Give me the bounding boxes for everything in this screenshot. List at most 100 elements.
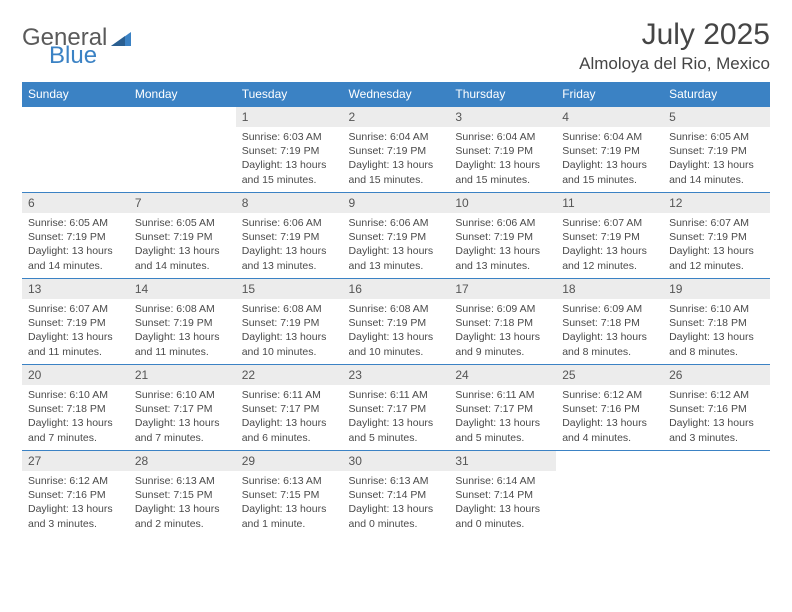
day-line: and 13 minutes.	[455, 259, 550, 273]
day-line: and 5 minutes.	[349, 431, 444, 445]
day-body: Sunrise: 6:08 AMSunset: 7:19 PMDaylight:…	[343, 299, 450, 363]
day-line: Sunrise: 6:10 AM	[135, 388, 230, 402]
day-line: Sunrise: 6:12 AM	[562, 388, 657, 402]
calendar-cell: 23Sunrise: 6:11 AMSunset: 7:17 PMDayligh…	[343, 365, 450, 451]
day-line: Daylight: 13 hours	[455, 330, 550, 344]
calendar-cell: 13Sunrise: 6:07 AMSunset: 7:19 PMDayligh…	[22, 279, 129, 365]
day-line: Sunrise: 6:11 AM	[349, 388, 444, 402]
calendar-cell: 25Sunrise: 6:12 AMSunset: 7:16 PMDayligh…	[556, 365, 663, 451]
day-line: Sunset: 7:16 PM	[669, 402, 764, 416]
day-line: Daylight: 13 hours	[135, 330, 230, 344]
day-line: Sunset: 7:17 PM	[242, 402, 337, 416]
calendar-week-row: 13Sunrise: 6:07 AMSunset: 7:19 PMDayligh…	[22, 279, 770, 365]
day-number: 9	[343, 193, 450, 213]
day-number: 26	[663, 365, 770, 385]
day-line: and 14 minutes.	[135, 259, 230, 273]
calendar-cell: 15Sunrise: 6:08 AMSunset: 7:19 PMDayligh…	[236, 279, 343, 365]
day-body: Sunrise: 6:06 AMSunset: 7:19 PMDaylight:…	[343, 213, 450, 277]
day-body: Sunrise: 6:12 AMSunset: 7:16 PMDaylight:…	[556, 385, 663, 449]
day-line: and 13 minutes.	[349, 259, 444, 273]
day-line: Sunrise: 6:08 AM	[135, 302, 230, 316]
day-line: and 3 minutes.	[28, 517, 123, 531]
calendar-cell: 27Sunrise: 6:12 AMSunset: 7:16 PMDayligh…	[22, 451, 129, 537]
day-number: 21	[129, 365, 236, 385]
day-header: Saturday	[663, 82, 770, 107]
day-body: Sunrise: 6:10 AMSunset: 7:17 PMDaylight:…	[129, 385, 236, 449]
day-number: 1	[236, 107, 343, 127]
day-line: Sunrise: 6:07 AM	[562, 216, 657, 230]
day-line: Daylight: 13 hours	[242, 502, 337, 516]
day-number: 16	[343, 279, 450, 299]
calendar-cell: 6Sunrise: 6:05 AMSunset: 7:19 PMDaylight…	[22, 193, 129, 279]
day-line: Sunset: 7:19 PM	[28, 230, 123, 244]
day-line: Sunrise: 6:03 AM	[242, 130, 337, 144]
calendar-cell: 7Sunrise: 6:05 AMSunset: 7:19 PMDaylight…	[129, 193, 236, 279]
day-line: Daylight: 13 hours	[562, 244, 657, 258]
day-body: Sunrise: 6:13 AMSunset: 7:15 PMDaylight:…	[236, 471, 343, 535]
day-number: 3	[449, 107, 556, 127]
day-line: Sunset: 7:19 PM	[455, 230, 550, 244]
day-line: Sunset: 7:19 PM	[562, 230, 657, 244]
day-line: Sunset: 7:19 PM	[242, 144, 337, 158]
day-line: and 14 minutes.	[669, 173, 764, 187]
day-line: and 3 minutes.	[669, 431, 764, 445]
day-number: 18	[556, 279, 663, 299]
day-header: Monday	[129, 82, 236, 107]
day-line: Sunset: 7:19 PM	[349, 230, 444, 244]
day-line: Daylight: 13 hours	[669, 158, 764, 172]
day-line: and 7 minutes.	[28, 431, 123, 445]
calendar-cell: 22Sunrise: 6:11 AMSunset: 7:17 PMDayligh…	[236, 365, 343, 451]
day-body: Sunrise: 6:12 AMSunset: 7:16 PMDaylight:…	[22, 471, 129, 535]
day-body: Sunrise: 6:10 AMSunset: 7:18 PMDaylight:…	[22, 385, 129, 449]
day-header: Sunday	[22, 82, 129, 107]
day-line: Daylight: 13 hours	[349, 416, 444, 430]
day-number: 4	[556, 107, 663, 127]
day-line: Sunset: 7:19 PM	[669, 230, 764, 244]
day-body: Sunrise: 6:08 AMSunset: 7:19 PMDaylight:…	[129, 299, 236, 363]
calendar-cell: 10Sunrise: 6:06 AMSunset: 7:19 PMDayligh…	[449, 193, 556, 279]
day-line: Daylight: 13 hours	[349, 158, 444, 172]
day-line: Sunrise: 6:05 AM	[28, 216, 123, 230]
calendar-cell: 21Sunrise: 6:10 AMSunset: 7:17 PMDayligh…	[129, 365, 236, 451]
day-body: Sunrise: 6:05 AMSunset: 7:19 PMDaylight:…	[129, 213, 236, 277]
day-body: Sunrise: 6:11 AMSunset: 7:17 PMDaylight:…	[236, 385, 343, 449]
day-line: Sunset: 7:14 PM	[349, 488, 444, 502]
day-line: and 5 minutes.	[455, 431, 550, 445]
day-body: Sunrise: 6:07 AMSunset: 7:19 PMDaylight:…	[22, 299, 129, 363]
day-line: Sunrise: 6:13 AM	[349, 474, 444, 488]
calendar-cell: 11Sunrise: 6:07 AMSunset: 7:19 PMDayligh…	[556, 193, 663, 279]
day-line: and 15 minutes.	[242, 173, 337, 187]
calendar-cell: 30Sunrise: 6:13 AMSunset: 7:14 PMDayligh…	[343, 451, 450, 537]
calendar-cell	[663, 451, 770, 537]
day-line: Daylight: 13 hours	[242, 244, 337, 258]
day-line: Sunrise: 6:05 AM	[135, 216, 230, 230]
day-number: 5	[663, 107, 770, 127]
day-body: Sunrise: 6:04 AMSunset: 7:19 PMDaylight:…	[449, 127, 556, 191]
day-number: 17	[449, 279, 556, 299]
day-line: Sunset: 7:19 PM	[562, 144, 657, 158]
day-line: Daylight: 13 hours	[242, 416, 337, 430]
day-body: Sunrise: 6:11 AMSunset: 7:17 PMDaylight:…	[343, 385, 450, 449]
day-body: Sunrise: 6:14 AMSunset: 7:14 PMDaylight:…	[449, 471, 556, 535]
day-line: Sunrise: 6:05 AM	[669, 130, 764, 144]
day-line: Sunset: 7:18 PM	[562, 316, 657, 330]
calendar-cell: 12Sunrise: 6:07 AMSunset: 7:19 PMDayligh…	[663, 193, 770, 279]
calendar-cell: 31Sunrise: 6:14 AMSunset: 7:14 PMDayligh…	[449, 451, 556, 537]
day-line: Daylight: 13 hours	[135, 244, 230, 258]
day-line: Sunset: 7:19 PM	[135, 230, 230, 244]
day-line: Sunrise: 6:12 AM	[669, 388, 764, 402]
day-line: Sunset: 7:17 PM	[349, 402, 444, 416]
title-block: July 2025 Almoloya del Rio, Mexico	[579, 18, 770, 74]
day-body: Sunrise: 6:06 AMSunset: 7:19 PMDaylight:…	[236, 213, 343, 277]
day-number: 25	[556, 365, 663, 385]
day-line: Daylight: 13 hours	[135, 416, 230, 430]
day-header: Friday	[556, 82, 663, 107]
day-number: 28	[129, 451, 236, 471]
day-line: and 2 minutes.	[135, 517, 230, 531]
calendar-cell: 17Sunrise: 6:09 AMSunset: 7:18 PMDayligh…	[449, 279, 556, 365]
brand-part2: Blue	[49, 42, 97, 69]
day-line: Sunset: 7:16 PM	[562, 402, 657, 416]
day-body: Sunrise: 6:09 AMSunset: 7:18 PMDaylight:…	[449, 299, 556, 363]
day-line: Daylight: 13 hours	[349, 330, 444, 344]
day-line: Daylight: 13 hours	[562, 416, 657, 430]
